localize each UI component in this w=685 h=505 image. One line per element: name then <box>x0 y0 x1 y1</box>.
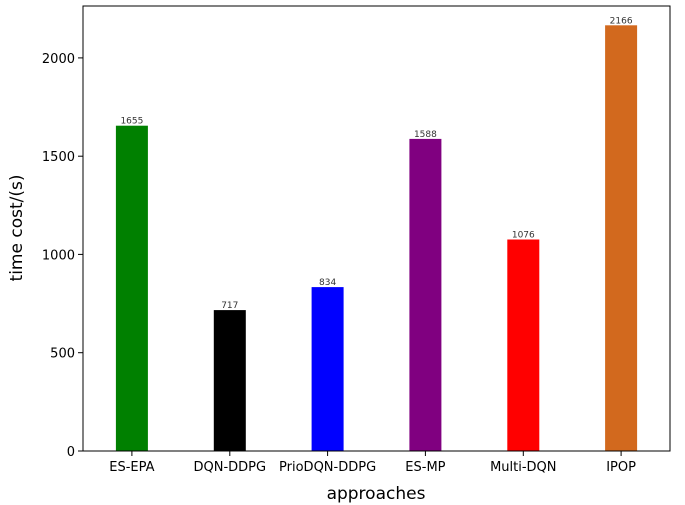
bar-ipop <box>605 25 638 452</box>
data-label-priodqn-ddpg: 834 <box>319 278 336 288</box>
y-tick-label-2000: 2000 <box>42 52 75 67</box>
x-axis: ES-EPA DQN-DDPG PrioDQN-DDPG ES-MP Multi-DQN… <box>109 451 636 475</box>
bar-dqn-ddpg <box>213 310 246 451</box>
y-tick-label-500: 500 <box>50 347 75 362</box>
bar-es-mp <box>409 138 442 451</box>
x-tick-label-dqn-ddpg: DQN-DDPG <box>194 460 267 475</box>
data-labels-group: 1655 717 834 1588 1076 2166 <box>120 16 632 311</box>
y-tick-label-1000: 1000 <box>42 248 75 263</box>
y-tick-label-0: 0 <box>67 445 75 460</box>
bar-es-epa <box>115 125 148 451</box>
data-label-es-epa: 1655 <box>120 117 143 127</box>
bar-priodqn-ddpg <box>311 287 344 451</box>
bar-multi-dqn <box>507 239 540 451</box>
data-label-multi-dqn: 1076 <box>512 231 535 241</box>
x-tick-label-multi-dqn: Multi-DQN <box>490 460 556 475</box>
x-axis-title: approaches <box>327 484 426 504</box>
x-tick-label-es-epa: ES-EPA <box>109 460 154 475</box>
data-label-ipop: 2166 <box>610 16 633 26</box>
plot-frame <box>82 5 671 452</box>
x-tick-label-priodqn-ddpg: PrioDQN-DDPG <box>279 460 376 475</box>
y-tick-label-1500: 1500 <box>42 150 75 165</box>
y-axis-title: time cost/(s) <box>7 175 27 282</box>
bars-group <box>115 25 638 452</box>
data-label-dqn-ddpg: 717 <box>221 301 238 311</box>
data-label-es-mp: 1588 <box>414 130 437 140</box>
x-tick-label-es-mp: ES-MP <box>405 460 445 475</box>
x-tick-label-ipop: IPOP <box>606 460 636 475</box>
y-axis: 0 500 1000 1500 2000 <box>42 52 83 460</box>
